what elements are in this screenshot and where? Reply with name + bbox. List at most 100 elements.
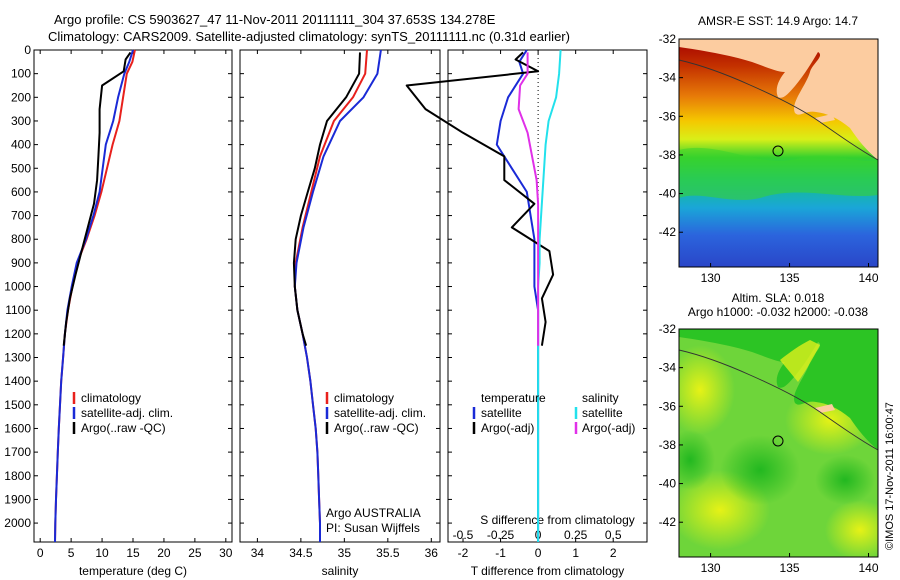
series-line-satellite-adj-clim [293,49,382,542]
legend-title-temperature: temperature [481,391,546,405]
series-line-salinity-satellite [537,49,562,542]
plot-frame [447,49,648,543]
y-tick-label: 1400 [4,374,31,388]
imos-timestamp-label: ©IMOS 17-Nov-2011 16:00:47 [884,402,896,550]
y-tick-label: 200 [11,90,31,104]
map-y-tick-label: -40 [659,187,677,201]
x-tick-label: 35.5 [376,546,400,560]
map-x-tick-label: 140 [859,561,879,575]
legend-label-s-argo: Argo(-adj) [582,421,635,435]
sla-land [679,329,878,450]
map-y-tick-label: -38 [659,438,677,452]
sst-argo-marker [772,145,784,157]
salinity-legend: climatology satellite-adj. clim. Argo(..… [325,391,426,535]
sla-high-patch [679,345,735,435]
header-line1: Argo profile: CS 5903627_47 11-Nov-2011 … [54,12,496,27]
x-tick-label: 30 [219,546,233,560]
y-tick-label: 900 [11,256,31,270]
sst-kangaroo-island [815,114,835,123]
y-tick-label: 2000 [4,516,31,530]
map-y-tick-label: -32 [659,322,677,336]
x-tick-label: 5 [68,546,75,560]
sla-high-patch [825,500,878,557]
argo-program-label: Argo AUSTRALIA [326,506,421,520]
y-tick-label: 1000 [4,280,31,294]
sla-axes: 130 135 140 -32 -34 -36 -38 -40 -42 [659,322,879,575]
header-line2: Climatology: CARS2009. Satellite-adjuste… [48,29,570,44]
x-axis-label: salinity [322,564,359,578]
sst-map-title: AMSR-E SST: 14.9 Argo: 14.7 [698,14,858,28]
sla-kangaroo-island [815,404,835,413]
series-line-temperature-argo-adj [405,51,555,346]
x-tick-label: -1 [495,546,506,560]
map-y-tick-label: -38 [659,148,677,162]
sst-shelf-contour [679,59,878,161]
legend-label-t-satellite: satellite [481,406,522,420]
legend-label-satellite: satellite-adj. clim. [334,406,426,420]
y-tick-label: 300 [11,114,31,128]
legend-label-climatology: climatology [334,391,394,405]
series-line-climatology [54,49,136,543]
top-x-tick-label: 0.5 [605,528,622,542]
series-line-salinity-argo-adj [517,52,540,346]
legend-title-salinity: salinity [582,391,619,405]
series-line-temperature-satellite [495,49,540,542]
map-x-tick-label: 135 [780,561,800,575]
x-tick-label: -2 [458,546,469,560]
x-axis-label: T difference from climatology [471,564,625,578]
y-tick-label: 400 [11,138,31,152]
y-tick-label: 1700 [4,445,31,459]
x-tick-label: 2 [610,546,617,560]
sst-map: AMSR-E SST: 14.9 Argo: 14.7 130 135 140 -32… [659,14,879,285]
x-tick-label: 36 [425,546,439,560]
y-tick-label: 600 [11,185,31,199]
sst-land [679,39,878,160]
plot-frame [239,49,441,543]
x-tick-label: 35 [338,546,352,560]
y-tick-label: 100 [11,67,31,81]
sla-map-title-line2: Argo h1000: -0.032 h2000: -0.038 [688,305,868,319]
series-line-satellite-adj-clim [54,49,134,543]
x-tick-label: 34 [251,546,265,560]
x-tick-label: 0 [37,546,44,560]
y-tick-label: 700 [11,209,31,223]
map-x-tick-label: 130 [701,561,721,575]
legend-label-s-satellite: satellite [582,406,623,420]
y-tick-label: 500 [11,161,31,175]
temperature-panel: 0 5 10 15 20 25 30 temperature (deg C) 0 100 200 30… [4,43,233,578]
top-x-axis-label: S difference from climatology [480,513,635,527]
salinity-panel: 34 34.5 35 35.5 36 salinity [239,49,441,578]
map-y-tick-label: -42 [659,225,677,239]
y-tick-label: 1500 [4,398,31,412]
x-tick-label: 1 [572,546,579,560]
sla-map-title-line1: Altim. SLA: 0.018 [732,291,825,305]
sst-warm-band [679,147,878,200]
y-tick-label: 0 [24,43,31,57]
legend-label-argo: Argo(..raw -QC) [81,421,166,435]
map-x-tick-label: 140 [859,271,879,285]
y-tick-label: 1200 [4,327,31,341]
y-tick-label: 1600 [4,421,31,435]
map-y-tick-label: -36 [659,109,677,123]
map-x-tick-label: 130 [701,271,721,285]
difference-legend: temperature satellite Argo(-adj) salinit… [472,391,635,435]
pi-label: PI: Susan Wijffels [326,521,420,535]
top-x-tick-label: 0.25 [564,528,588,542]
top-x-tick-label: -0.5 [453,528,474,542]
sla-land-highlight [780,340,820,382]
map-y-tick-label: -40 [659,477,677,491]
y-tick-label: 1800 [4,469,31,483]
x-tick-label: 10 [95,546,109,560]
map-y-tick-label: -32 [659,32,677,46]
y-tick-label: 1900 [4,492,31,506]
top-x-tick-label: -0.25 [487,528,515,542]
map-y-tick-label: -42 [659,515,677,529]
sla-low-patch [720,435,800,505]
temperature-legend: climatology satellite-adj. clim. Argo(..… [72,391,173,435]
x-tick-label: 15 [126,546,140,560]
sst-axes: 130 135 140 -32 -34 -36 -38 -40 -42 [659,32,879,285]
plot-frame [33,49,233,543]
y-tick-label: 800 [11,232,31,246]
y-tick-label: 1300 [4,351,31,365]
